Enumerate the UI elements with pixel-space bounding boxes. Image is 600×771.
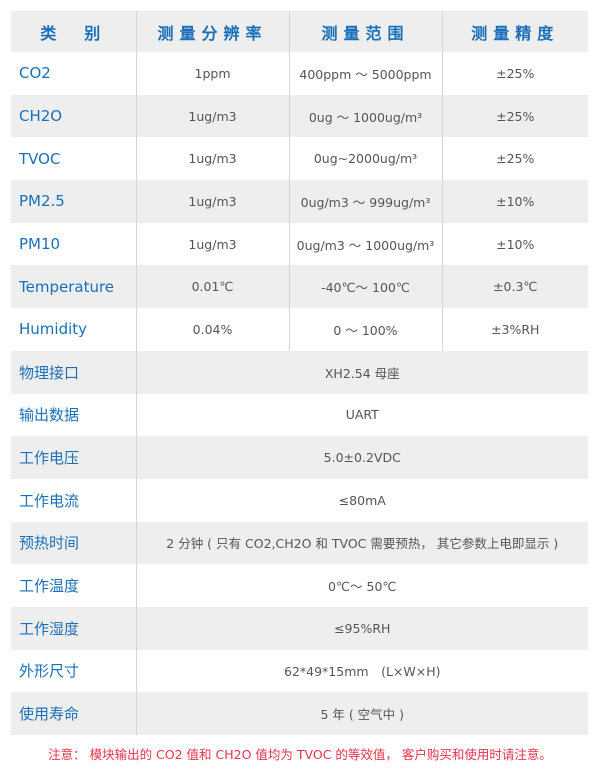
resolution-cell: 1ppm bbox=[135, 52, 289, 95]
spec-label: 物理接口 bbox=[11, 350, 136, 394]
accuracy-cell: ±10% bbox=[441, 222, 588, 266]
accuracy-cell: ±25% bbox=[441, 137, 588, 181]
range-cell: 0ug/m3 ～ 999ug/m³ bbox=[288, 180, 442, 223]
spec-label: 预热时间 bbox=[11, 521, 136, 565]
sensor-name: PM2.5 bbox=[11, 180, 136, 223]
spec-label: 工作温度 bbox=[19, 577, 80, 596]
accuracy-cell: ±25% bbox=[441, 52, 588, 95]
spec-label: 外形尺寸 bbox=[19, 662, 80, 681]
sensor-name: Humidity bbox=[19, 320, 88, 339]
header-row: 类 别 测量分辨率 测量范围 测量精度 bbox=[11, 11, 588, 52]
spec-value: XH2.54 母座 bbox=[135, 350, 588, 394]
range-cell: 0ug/m3 ～ 1000ug/m³ bbox=[288, 222, 442, 266]
sensor-row: PM10 1ug/m3 0ug/m3 ～ 1000ug/m³ ±10% bbox=[11, 222, 588, 266]
resolution-cell: 1ug/m3 bbox=[135, 180, 289, 223]
header-accuracy: 测量精度 bbox=[441, 11, 588, 52]
sensor-row: CH2O 1ug/m3 0ug ～ 1000ug/m³ ±25% bbox=[11, 94, 588, 138]
accuracy-cell: ±3%RH bbox=[441, 308, 588, 351]
spec-label: 使用寿命 bbox=[11, 692, 136, 735]
spec-label: 工作电流 bbox=[19, 491, 80, 510]
spec-label: 工作湿度 bbox=[11, 606, 136, 650]
note-text: 注意： 模块输出的 CO2 值和 CH2O 值均为 TVOC 的等效值， 客户购… bbox=[48, 747, 552, 762]
spec-label: 输出数据 bbox=[19, 406, 80, 425]
spec-row: 工作温度 0℃～ 50℃ bbox=[11, 564, 588, 607]
resolution-cell: 0.04% bbox=[135, 308, 289, 351]
spec-value: 5 年 ( 空气中 ) bbox=[135, 692, 588, 735]
sensor-name: TVOC bbox=[19, 149, 61, 168]
spec-row: 工作电压 5.0±0.2VDC bbox=[11, 436, 588, 479]
spec-table: 类 别 测量分辨率 测量范围 测量精度 CO2 1ppm 400ppm ～ 5000… bbox=[11, 11, 588, 735]
spec-row: 预热时间 2 分钟 ( 只有 CO2,CH2O 和 TVOC 需要预热， 其它参数… bbox=[11, 521, 588, 565]
resolution-cell: 0.01℃ bbox=[135, 265, 289, 309]
resolution-cell: 1ug/m3 bbox=[135, 94, 289, 138]
spec-value: ≤80mA bbox=[135, 478, 588, 522]
resolution-cell: 1ug/m3 bbox=[135, 222, 289, 266]
sensor-name: PM10 bbox=[19, 235, 61, 254]
spec-row: 物理接口 XH2.54 母座 bbox=[11, 350, 588, 394]
header-resolution: 测量分辨率 bbox=[135, 11, 289, 52]
range-cell: 0 ～ 100% bbox=[288, 308, 442, 351]
spec-value: ≤95%RH bbox=[135, 606, 588, 650]
sensor-name: CH2O bbox=[11, 94, 136, 138]
spec-row: 使用寿命 5 年 ( 空气中 ) bbox=[11, 692, 588, 735]
spec-value: 62*49*15mm (L×W×H) bbox=[135, 649, 588, 693]
range-cell: 0ug~2000ug/m³ bbox=[288, 137, 442, 181]
range-cell: -40℃～ 100℃ bbox=[288, 265, 442, 309]
accuracy-cell: ±10% bbox=[441, 180, 588, 223]
spec-value: UART bbox=[135, 393, 588, 437]
spec-row: 外形尺寸 62*49*15mm (L×W×H) bbox=[11, 649, 588, 693]
spec-row: 输出数据 UART bbox=[11, 393, 588, 437]
spec-value: 5.0±0.2VDC bbox=[135, 436, 588, 479]
header-range: 测量范围 bbox=[288, 11, 442, 52]
sensor-row: Humidity 0.04% 0 ～ 100% ±3%RH bbox=[11, 308, 588, 351]
sensor-row: TVOC 1ug/m3 0ug~2000ug/m³ ±25% bbox=[11, 137, 588, 181]
resolution-cell: 1ug/m3 bbox=[135, 137, 289, 181]
spec-value: 0℃～ 50℃ bbox=[135, 564, 588, 607]
header-category: 类 别 bbox=[11, 11, 136, 52]
sensor-name: CO2 bbox=[19, 64, 51, 83]
spec-row: 工作电流 ≤80mA bbox=[11, 478, 588, 522]
sensor-row: Temperature 0.01℃ -40℃～ 100℃ ±0.3℃ bbox=[11, 265, 588, 309]
spec-label: 工作电压 bbox=[11, 436, 136, 479]
spec-value: 2 分钟 ( 只有 CO2,CH2O 和 TVOC 需要预热， 其它参数上电即显… bbox=[135, 521, 588, 565]
spec-row: 工作湿度 ≤95%RH bbox=[11, 606, 588, 650]
sensor-name: Temperature bbox=[11, 265, 136, 309]
range-cell: 0ug ～ 1000ug/m³ bbox=[288, 94, 442, 138]
sensor-row: PM2.5 1ug/m3 0ug/m3 ～ 999ug/m³ ±10% bbox=[11, 180, 588, 223]
sensor-row: CO2 1ppm 400ppm ～ 5000ppm ±25% bbox=[11, 52, 588, 95]
range-cell: 400ppm ～ 5000ppm bbox=[288, 52, 442, 95]
accuracy-cell: ±25% bbox=[441, 94, 588, 138]
accuracy-cell: ±0.3℃ bbox=[441, 265, 588, 309]
